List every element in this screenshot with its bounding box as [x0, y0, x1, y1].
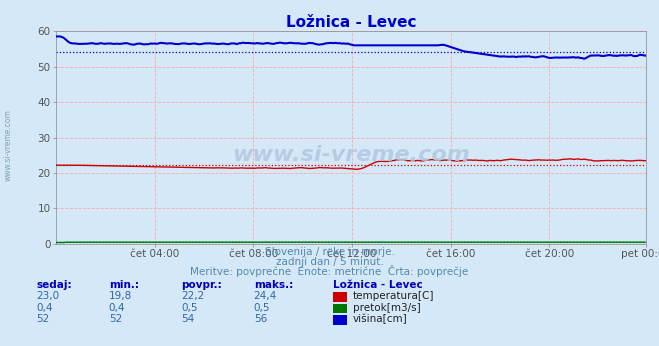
Text: www.si-vreme.com: www.si-vreme.com	[232, 145, 470, 165]
Text: 23,0: 23,0	[36, 291, 59, 301]
Text: 0,5: 0,5	[181, 303, 198, 313]
Title: Ložnica - Levec: Ložnica - Levec	[285, 15, 416, 30]
Text: Meritve: povprečne  Enote: metrične  Črta: povprečje: Meritve: povprečne Enote: metrične Črta:…	[190, 265, 469, 277]
Text: višina[cm]: višina[cm]	[353, 314, 407, 324]
Text: 56: 56	[254, 314, 267, 324]
Text: Ložnica - Levec: Ložnica - Levec	[333, 280, 422, 290]
Text: 0,4: 0,4	[109, 303, 125, 313]
Text: 19,8: 19,8	[109, 291, 132, 301]
Text: maks.:: maks.:	[254, 280, 293, 290]
Text: 22,2: 22,2	[181, 291, 204, 301]
Text: 0,4: 0,4	[36, 303, 53, 313]
Text: Slovenija / reke in morje.: Slovenija / reke in morje.	[264, 247, 395, 257]
Text: 52: 52	[36, 314, 49, 324]
Text: www.si-vreme.com: www.si-vreme.com	[3, 109, 13, 181]
Text: pretok[m3/s]: pretok[m3/s]	[353, 303, 420, 313]
Text: sedaj:: sedaj:	[36, 280, 72, 290]
Text: zadnji dan / 5 minut.: zadnji dan / 5 minut.	[275, 257, 384, 267]
Text: 0,5: 0,5	[254, 303, 270, 313]
Text: 52: 52	[109, 314, 122, 324]
Text: min.:: min.:	[109, 280, 139, 290]
Text: temperatura[C]: temperatura[C]	[353, 291, 434, 301]
Text: 54: 54	[181, 314, 194, 324]
Text: povpr.:: povpr.:	[181, 280, 222, 290]
Text: 24,4: 24,4	[254, 291, 277, 301]
